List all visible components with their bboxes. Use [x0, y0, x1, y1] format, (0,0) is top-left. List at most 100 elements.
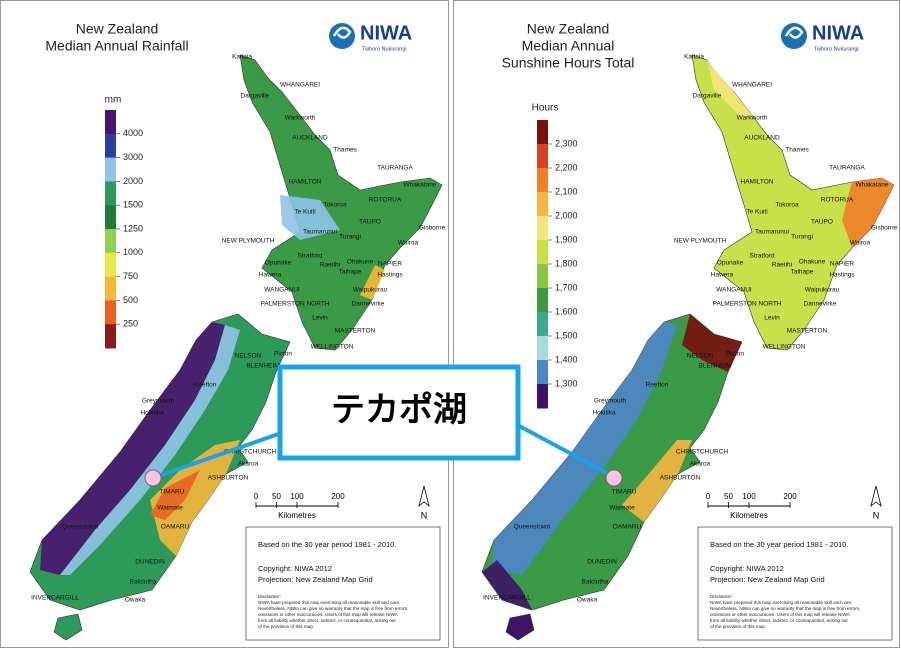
scale-unit: Kilometres: [278, 511, 316, 520]
place-label: Tokoroa: [323, 202, 347, 209]
legend-label: 1,500: [555, 330, 578, 340]
stewart-island: [505, 613, 535, 641]
north-arrow: [870, 485, 882, 508]
disclaimer-text: NIWA have prepared this map exercising a…: [710, 600, 852, 605]
disclaimer-text: Nevertheless, NIWA can give no warranty …: [710, 606, 860, 611]
scale-tick-label: 50: [724, 492, 733, 501]
lake-marker: [605, 469, 623, 487]
legend-swatch: [537, 144, 548, 169]
north-label: N: [421, 510, 428, 520]
climate-zone: [682, 314, 742, 372]
place-label: Ohakune: [347, 259, 374, 266]
place-label: Picton: [274, 351, 292, 358]
legend-swatch: [105, 229, 116, 254]
map-title: New Zealand: [527, 21, 610, 37]
climate-zone: [150, 440, 240, 556]
callout-box: [277, 364, 521, 461]
place-label: Turangi: [791, 234, 813, 241]
legend-swatch: [537, 264, 548, 289]
place-label: NAPIER: [378, 261, 403, 268]
place-label: TAUPO: [811, 219, 833, 226]
climate-zone: [492, 322, 677, 575]
legend-label: 1,800: [555, 258, 578, 268]
legend-label: 3000: [123, 152, 143, 162]
place-label: Levin: [764, 315, 780, 322]
place-label: MASTERTON: [335, 328, 376, 335]
place-label: Waimate: [157, 505, 183, 512]
place-label: OAMARU: [613, 524, 642, 531]
place-label: Kaitaia: [684, 54, 704, 61]
place-label: Balclutha: [582, 579, 609, 586]
place-label: HAMILTON: [289, 179, 322, 186]
legend-swatch: [537, 192, 548, 217]
map-panel: Kaitaia WHANGAREI Dargaville Warkworth AUCKL…: [481, 21, 898, 641]
place-label: ROTORUA: [821, 197, 854, 204]
place-label: NELSON: [687, 353, 714, 360]
place-label: TIMARU: [160, 489, 185, 496]
legend-label: 1250: [123, 223, 143, 233]
place-label: ASHBURTON: [660, 475, 701, 482]
place-label: Hokitika: [140, 410, 164, 417]
disclaimer-text: omissions or other inaccuracies. Users o…: [258, 612, 399, 617]
place-label: Dannevirke: [804, 301, 837, 308]
legend-swatch: [105, 276, 116, 301]
place-label: AUCKLAND: [744, 135, 780, 142]
place-label: Stratford: [750, 253, 775, 260]
place-label: Hastings: [377, 272, 403, 279]
scale-tick-label: 0: [254, 492, 259, 501]
legend-swatch: [105, 205, 116, 230]
climate-zone: [40, 322, 225, 575]
place-label: NEW PLYMOUTH: [674, 238, 727, 245]
legend-label: 2000: [123, 176, 143, 186]
disclaimer-text: Disclaimer:: [258, 594, 281, 599]
place-label: Hawera: [259, 272, 282, 279]
legend-label: 500: [123, 295, 138, 305]
place-label: WHANGAREI: [732, 82, 772, 89]
place-label: DUNEDIN: [587, 559, 617, 566]
place-label: Thames: [333, 147, 357, 154]
disclaimer-text: of the provision of this map.: [710, 624, 766, 629]
place-label: Waimate: [609, 505, 635, 512]
place-label: Dargaville: [241, 93, 270, 100]
disclaimer-text: from all liability whether direct, indir…: [258, 618, 396, 623]
legend-swatch: [537, 336, 548, 361]
scale-tick-label: 200: [331, 492, 345, 501]
place-label: TAURANGA: [377, 165, 413, 172]
place-label: Taihape: [791, 269, 814, 276]
callout-label: テカポ湖: [331, 390, 467, 429]
place-label: Gisborne: [419, 225, 446, 232]
place-label: Warkworth: [285, 115, 316, 122]
info-text: Based on the 30 year period 1981 - 2010.: [258, 540, 396, 549]
north-island: [691, 54, 895, 351]
place-label: Turangi: [339, 234, 361, 241]
disclaimer-text: omissions or other inaccuracies. Users o…: [710, 612, 851, 617]
place-label: Opunake: [265, 260, 292, 267]
info-text: Copyright: NIWA 2012: [710, 564, 784, 573]
place-label: Reefton: [646, 382, 669, 389]
place-label: ROTORUA: [369, 197, 402, 204]
place-label: Tokoroa: [775, 202, 799, 209]
disclaimer-text: from all liability whether direct, indir…: [710, 618, 848, 623]
place-label: Dargaville: [693, 93, 722, 100]
place-label: CHRISTCHURCH: [676, 449, 729, 456]
place-label: Akaroa: [238, 461, 259, 468]
map-title: New Zealand: [76, 21, 159, 37]
lake-marker: [144, 469, 162, 487]
map-title: Median Annual Rainfall: [45, 38, 188, 54]
place-label: Owaka: [125, 597, 146, 604]
place-label: Whakatane: [856, 182, 889, 189]
legend-label: 2,100: [555, 186, 578, 196]
legend-swatch: [105, 252, 116, 278]
place-label: BLENHEIM: [698, 363, 731, 370]
place-label: Thames: [785, 147, 809, 154]
legend-label: 1,700: [555, 282, 578, 292]
place-label: Picton: [726, 351, 744, 358]
legend-swatch: [537, 240, 548, 265]
place-label: Taihape: [339, 269, 362, 276]
place-label: CHRISTCHURCH: [224, 449, 277, 456]
legend-swatch: [537, 360, 548, 385]
scale-tick-label: 100: [742, 492, 756, 501]
place-label: Waipukurau: [805, 287, 840, 294]
logo-subtitle: Taihoro Nukurangi: [814, 46, 859, 52]
place-label: DUNEDIN: [135, 559, 165, 566]
